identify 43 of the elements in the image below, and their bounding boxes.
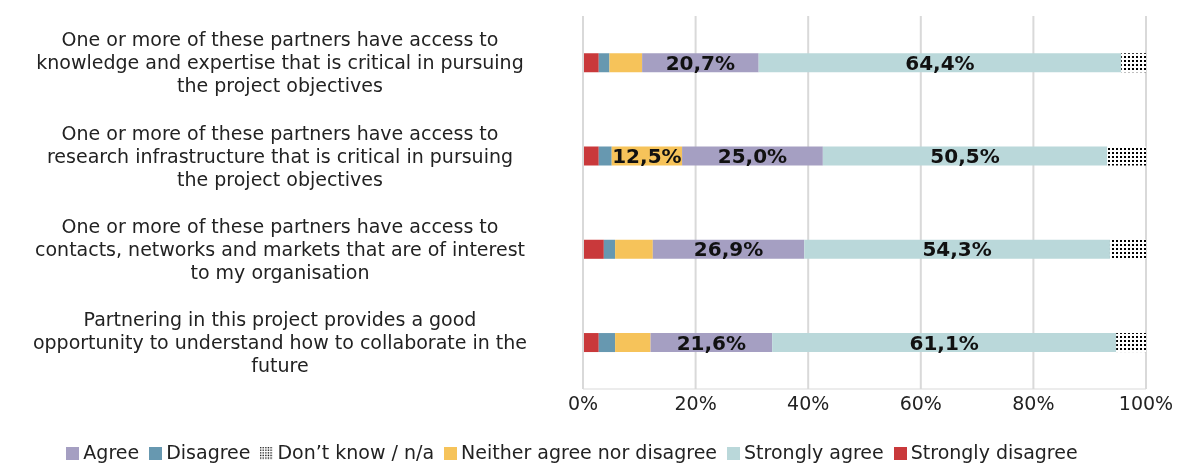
data-label: 50,5%	[930, 144, 1000, 169]
y-tick-label: One or more of these partners have access to research infrastructure that is critical in pursuing the project objectives	[46, 121, 514, 190]
y-tick-label: Partnering in this project provides a good opportunity to understand how to collaborate in the future	[32, 308, 528, 377]
data-label: 12,5%	[612, 144, 682, 169]
data-label: 54,3%	[922, 237, 992, 262]
x-tick-label: 0%	[567, 392, 599, 415]
bar	[583, 333, 599, 353]
data-label: 21,6%	[676, 330, 747, 355]
bar	[583, 53, 599, 73]
x-tick-label: 60%	[899, 392, 942, 415]
bar	[615, 239, 653, 259]
data-label: 64,4%	[905, 50, 975, 75]
legend-label: Agree	[83, 441, 140, 463]
bar	[1107, 146, 1146, 166]
bar	[598, 333, 616, 353]
bar	[609, 53, 643, 73]
bar	[615, 333, 651, 353]
legend-label: Don’t know / n/a	[277, 441, 435, 463]
x-tick-label: 40%	[787, 392, 830, 415]
data-label: 61,1%	[909, 330, 979, 355]
x-tick-label: 80%	[1012, 392, 1055, 415]
y-tick-label: One or more of these partners have access to contacts, networks and markets that are of interest to my organisation	[35, 214, 525, 283]
y-tick-label: One or more of these partners have access to knowledge and expertise that is critical in pursuing the project objectives	[36, 28, 524, 97]
bar	[758, 53, 1122, 73]
bar	[1121, 53, 1146, 73]
x-tick-label: 20%	[674, 392, 717, 415]
bar	[804, 239, 1110, 259]
legend-label: Disagree	[166, 441, 251, 463]
data-label: 20,7%	[665, 50, 736, 75]
bar	[772, 333, 1117, 353]
bar	[603, 239, 616, 259]
data-label: 26,9%	[693, 237, 764, 262]
bar	[583, 146, 599, 166]
legend-label: Neither agree nor disagree	[461, 441, 718, 463]
bar	[583, 239, 604, 259]
data-label: 25,0%	[717, 144, 788, 169]
bar	[1109, 239, 1146, 259]
x-tick-label: 100%	[1118, 392, 1174, 415]
legend-label: Strongly disagree	[910, 441, 1078, 463]
bar	[1116, 333, 1146, 353]
bar	[598, 53, 610, 73]
bar	[598, 146, 612, 166]
legend-label: Strongly agree	[744, 441, 884, 463]
